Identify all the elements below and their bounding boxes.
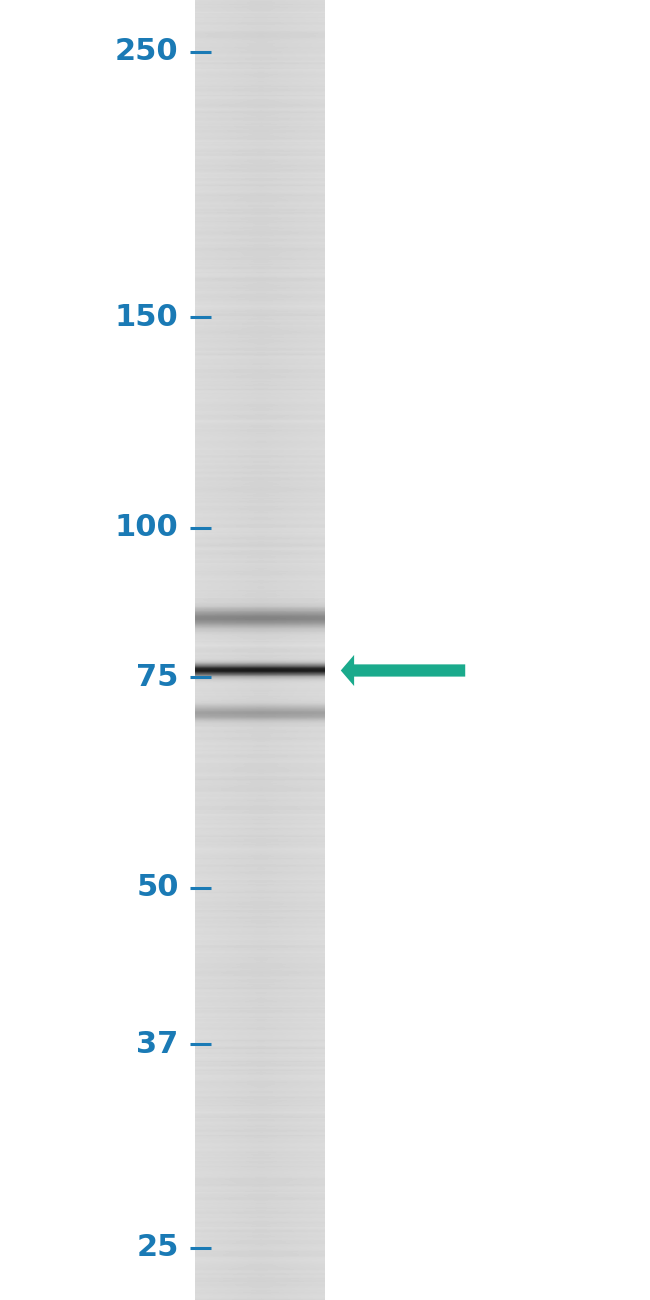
Text: 75: 75 <box>136 663 179 692</box>
Text: 100: 100 <box>115 514 179 542</box>
Text: 37: 37 <box>136 1030 179 1060</box>
Text: 250: 250 <box>115 38 179 66</box>
Text: 150: 150 <box>115 303 179 332</box>
Text: 50: 50 <box>136 874 179 902</box>
Text: 25: 25 <box>136 1234 179 1262</box>
